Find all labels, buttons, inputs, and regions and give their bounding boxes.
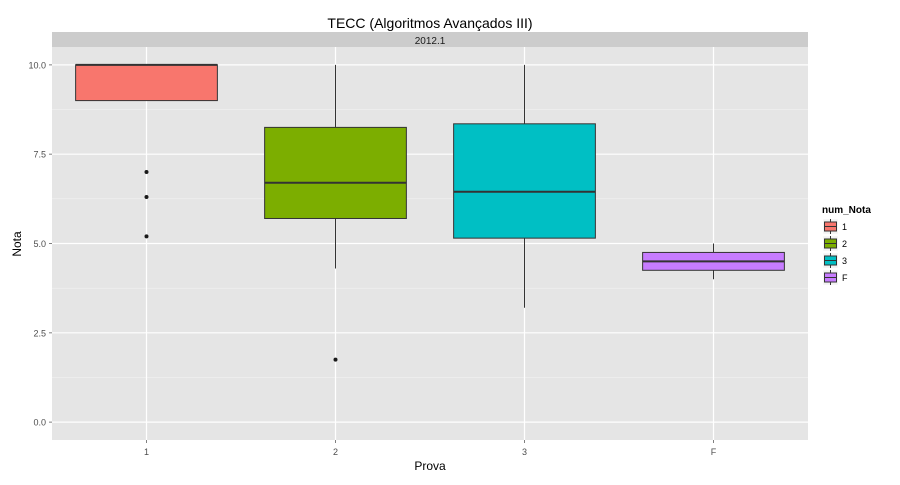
box-layer — [75, 63, 785, 362]
legend: num_Nota 1 2 3 F — [822, 205, 871, 286]
x-tick-label: F — [711, 447, 717, 457]
outlier-point — [144, 234, 149, 239]
facet-strip — [52, 32, 808, 47]
legend-label: 3 — [842, 256, 847, 266]
facet-label: 2012.1 — [415, 36, 446, 47]
y-tick-label: 5.0 — [33, 239, 46, 249]
axis-layer: 0.0 2.5 5.0 7.5 10.0 1 2 3 F — [28, 60, 716, 457]
legend-label: 2 — [842, 239, 847, 249]
outlier-point — [144, 170, 149, 175]
box-2 — [264, 126, 407, 219]
box-1 — [75, 64, 218, 102]
x-tick-label: 1 — [144, 447, 149, 457]
y-tick-label: 10.0 — [28, 60, 46, 70]
y-tick-label: 0.0 — [33, 418, 46, 428]
legend-label: F — [842, 273, 848, 283]
box-3 — [453, 123, 596, 239]
x-tick-label: 3 — [522, 447, 527, 457]
x-axis-title: Prova — [414, 459, 446, 473]
y-tick-label: 7.5 — [33, 150, 46, 160]
outlier-point — [333, 357, 338, 362]
outlier-point — [144, 195, 149, 200]
x-tick-label: 2 — [333, 447, 338, 457]
y-tick-label: 2.5 — [33, 328, 46, 338]
chart-title: TECC (Algoritmos Avançados III) — [327, 15, 532, 31]
legend-title: num_Nota — [822, 205, 871, 216]
y-axis-title: Nota — [10, 231, 24, 257]
legend-label: 1 — [842, 222, 847, 232]
